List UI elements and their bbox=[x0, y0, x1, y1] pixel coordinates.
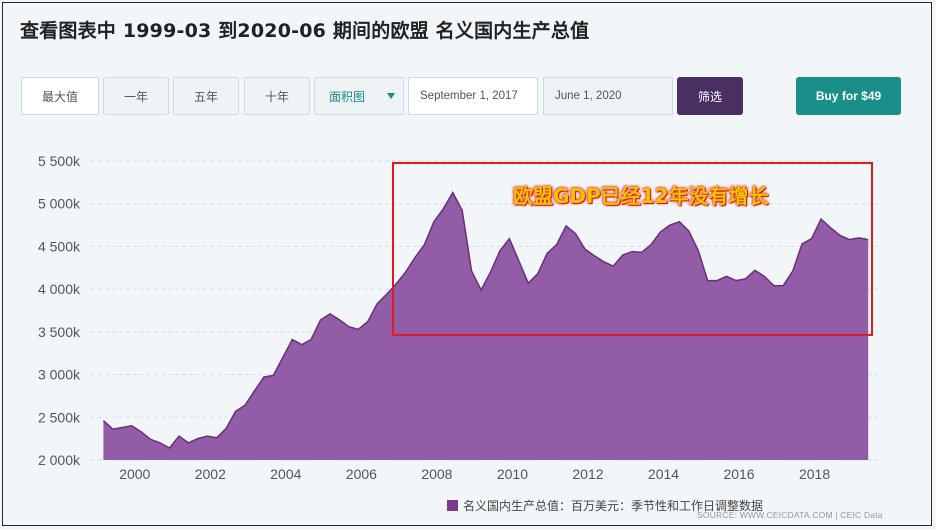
x-tick-label: 2006 bbox=[346, 466, 377, 482]
legend[interactable]: 名义国内生产总值：百万美元：季节性和工作日调整数据 bbox=[447, 497, 763, 514]
start-date-input[interactable]: September 1, 2017 bbox=[408, 77, 538, 115]
x-tick-label: 2018 bbox=[799, 466, 830, 482]
y-tick-label: 3 000k bbox=[38, 367, 81, 383]
x-tick-label: 2000 bbox=[119, 466, 150, 482]
x-tick-label: 2014 bbox=[648, 466, 679, 482]
range-1y-button[interactable]: 一年 bbox=[103, 77, 169, 115]
x-tick-label: 2012 bbox=[572, 466, 603, 482]
y-tick-label: 2 000k bbox=[38, 452, 81, 468]
annotation-box bbox=[392, 162, 873, 336]
x-tick-label: 2010 bbox=[497, 466, 528, 482]
legend-swatch bbox=[447, 500, 458, 511]
range-5y-button[interactable]: 五年 bbox=[173, 77, 239, 115]
y-tick-label: 4 000k bbox=[38, 281, 81, 297]
chart-type-select[interactable]: 面积图 bbox=[314, 77, 404, 115]
x-tick-label: 2008 bbox=[421, 466, 452, 482]
x-tick-label: 2004 bbox=[270, 466, 301, 482]
y-tick-label: 5 500k bbox=[38, 153, 81, 169]
buy-button[interactable]: Buy for $49 bbox=[796, 77, 901, 115]
y-tick-label: 3 500k bbox=[38, 324, 81, 340]
series-line bbox=[102, 191, 869, 449]
chevron-down-icon bbox=[387, 93, 395, 99]
chart-type-label: 面积图 bbox=[329, 89, 366, 104]
y-axis-labels: 2 000k 2 500k 3 000k 3 500k 4 000k 4 500k 5 00… bbox=[38, 153, 81, 468]
annotation-text: 欧盟GDP已经12年没有增长 bbox=[513, 184, 769, 208]
series-area bbox=[102, 191, 869, 460]
y-tick-label: 5 000k bbox=[38, 196, 81, 212]
range-max-button[interactable]: 最大值 bbox=[21, 77, 99, 115]
series-area-fill[interactable] bbox=[103, 192, 869, 460]
x-tick-label: 2016 bbox=[723, 466, 754, 482]
end-date-input[interactable]: June 1, 2020 bbox=[543, 77, 673, 115]
x-tick-label: 2002 bbox=[195, 466, 226, 482]
source-credit: SOURCE: WWW.CEICDATA.COM | CEIC Data bbox=[697, 510, 883, 520]
legend-label: 名义国内生产总值：百万美元：季节性和工作日调整数据 bbox=[463, 499, 764, 513]
x-axis-labels: 2000 2002 2004 2006 2008 2010 2012 2014 2016 2018 bbox=[119, 466, 830, 482]
range-10y-button[interactable]: 十年 bbox=[244, 77, 310, 115]
y-tick-label: 2 500k bbox=[38, 409, 81, 425]
page-title: 查看图表中 1999-03 到2020-06 期间的欧盟 名义国内生产总值 bbox=[20, 20, 590, 42]
filter-button[interactable]: 筛选 bbox=[677, 77, 743, 115]
y-tick-label: 4 500k bbox=[38, 238, 81, 254]
